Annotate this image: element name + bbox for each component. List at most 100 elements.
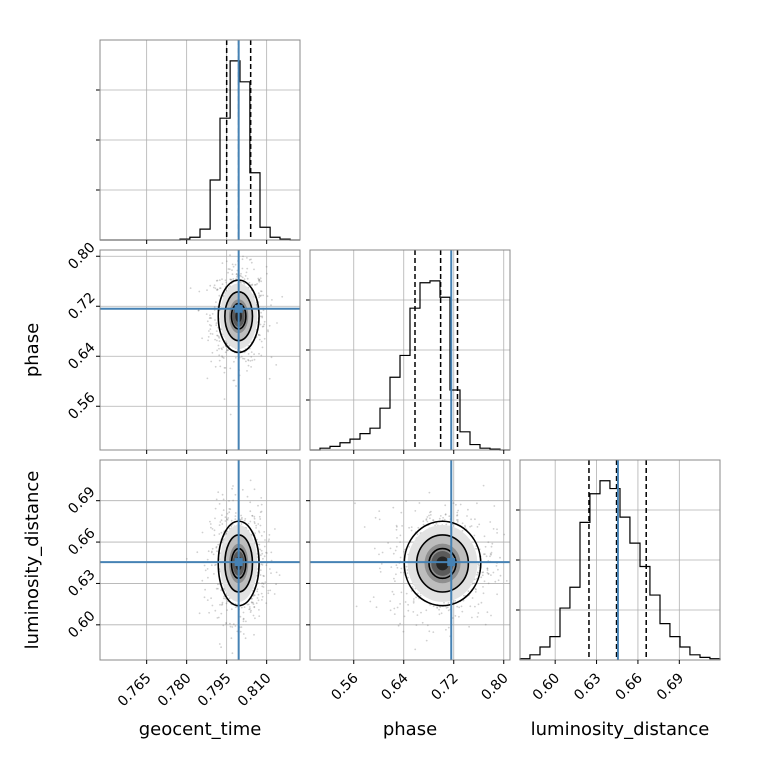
sample-point <box>247 353 250 355</box>
sample-point <box>490 553 492 556</box>
sample-point <box>259 295 262 297</box>
sample-point <box>243 278 246 281</box>
sample-point <box>489 555 491 558</box>
sample-point <box>258 280 261 283</box>
sample-point <box>261 564 264 566</box>
panel-frame <box>99 459 301 661</box>
sample-point <box>249 510 252 513</box>
sample-point <box>225 623 228 625</box>
sample-point <box>459 503 462 506</box>
sample-point <box>444 513 447 516</box>
sample-point <box>445 628 447 631</box>
sample-point <box>275 364 278 366</box>
sample-point <box>249 611 252 613</box>
sample-point <box>405 592 408 595</box>
sample-point <box>240 281 242 284</box>
sample-point <box>210 526 212 529</box>
sample-point <box>481 571 484 574</box>
sample-point <box>228 500 230 502</box>
sample-point <box>258 530 260 533</box>
sample-point <box>438 613 441 616</box>
sample-point <box>223 398 226 400</box>
x-tick-label: 0.56 <box>328 670 361 703</box>
sample-point <box>258 515 261 518</box>
sample-point <box>425 518 428 520</box>
sample-point <box>374 516 377 519</box>
sample-point <box>250 356 253 358</box>
sample-point <box>395 573 397 576</box>
sample-point <box>215 498 218 501</box>
sample-point <box>407 576 409 579</box>
sample-point <box>399 556 402 559</box>
sample-point <box>482 571 485 574</box>
sample-point <box>505 580 508 582</box>
sample-point <box>432 605 435 608</box>
sample-point <box>372 596 375 598</box>
sample-point <box>220 646 223 649</box>
sample-point <box>201 579 204 582</box>
panel-frame <box>519 459 721 661</box>
sample-point <box>243 519 246 522</box>
sample-point <box>232 499 235 502</box>
sample-point <box>227 349 230 351</box>
sample-point <box>221 601 224 604</box>
y-tick-label: 0.72 <box>65 290 98 323</box>
sample-point <box>497 579 500 582</box>
sample-point <box>214 507 217 510</box>
sample-point <box>224 279 227 282</box>
sample-point <box>215 301 217 303</box>
sample-point <box>435 522 438 525</box>
sample-point <box>256 538 258 541</box>
sample-point <box>380 563 383 565</box>
sample-point <box>496 528 498 531</box>
sample-point <box>247 603 250 606</box>
sample-point <box>397 624 400 627</box>
y-tick-label: 0.80 <box>65 240 98 273</box>
sample-point <box>232 623 235 626</box>
sample-point <box>223 371 226 374</box>
sample-point <box>222 597 225 600</box>
sample-point <box>387 542 389 544</box>
x-tick-label: 0.810 <box>235 670 275 710</box>
sample-point <box>206 568 209 570</box>
sample-point <box>404 601 407 603</box>
sample-point <box>233 360 235 363</box>
density-level <box>436 556 449 571</box>
sample-point <box>261 346 264 349</box>
sample-point <box>231 652 234 655</box>
sample-point <box>241 267 244 270</box>
sample-point <box>218 533 221 535</box>
sample-point <box>259 548 262 551</box>
sample-point <box>213 534 216 537</box>
sample-point <box>214 517 216 520</box>
sample-point <box>251 601 253 604</box>
sample-point <box>216 339 218 342</box>
sample-point <box>225 260 228 263</box>
sample-point <box>260 592 263 595</box>
sample-point <box>198 612 201 615</box>
sample-point <box>257 523 260 525</box>
x-tick-label: 0.72 <box>428 670 461 703</box>
sample-point <box>428 630 431 633</box>
sample-point <box>477 572 480 574</box>
sample-point <box>230 525 233 528</box>
sample-point <box>261 315 264 318</box>
sample-point <box>400 571 402 574</box>
sample-point <box>219 521 222 523</box>
sample-point <box>243 357 246 360</box>
sample-point <box>246 370 248 372</box>
sample-point <box>425 519 428 521</box>
sample-point <box>236 275 238 278</box>
sample-point <box>270 304 272 307</box>
sample-point <box>405 565 408 568</box>
sample-point <box>261 582 264 584</box>
sample-point <box>258 279 260 282</box>
sample-point <box>258 278 261 281</box>
sample-point <box>253 606 256 609</box>
sample-point <box>260 290 262 292</box>
x-axis-label-phase: phase <box>383 719 437 740</box>
sample-point <box>418 502 421 504</box>
sample-point <box>486 569 489 571</box>
sample-point <box>218 294 221 297</box>
sample-point <box>447 609 450 612</box>
